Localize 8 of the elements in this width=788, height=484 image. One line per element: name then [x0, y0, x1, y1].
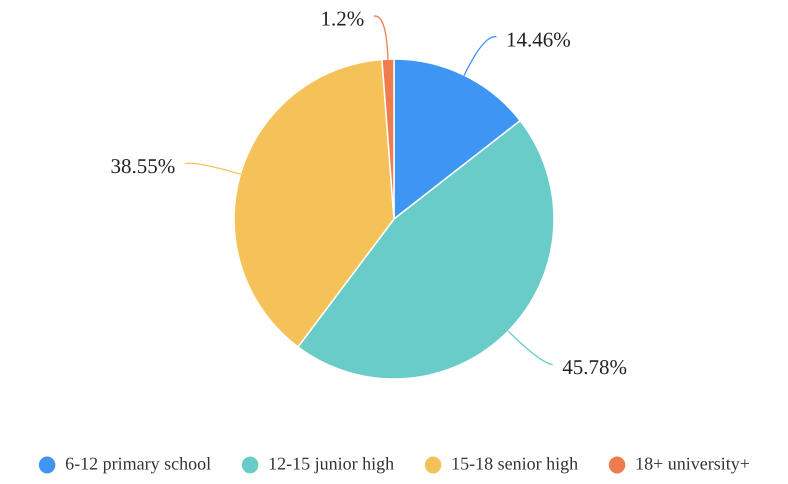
legend-label: 18+ university+ — [635, 454, 750, 474]
data-label: 38.55% — [110, 154, 176, 178]
data-label: 1.2% — [320, 6, 364, 31]
legend-label: 6-12 primary school — [65, 454, 212, 474]
legend-label: 15-18 senior high — [451, 454, 578, 474]
legend-label: 12-15 junior high — [268, 454, 394, 474]
data-label: 45.78% — [562, 355, 628, 380]
data-label: 14.46% — [506, 27, 571, 52]
